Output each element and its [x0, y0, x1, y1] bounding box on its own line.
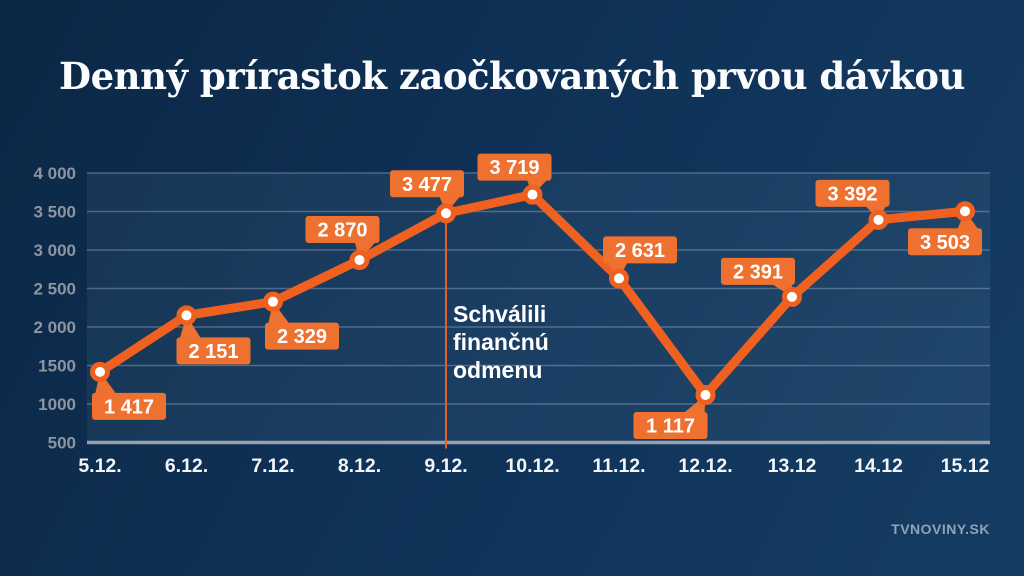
y-tick-label: 3 000	[33, 241, 76, 260]
y-tick-label: 1000	[38, 395, 76, 414]
x-tick-label: 7.12.	[251, 455, 294, 477]
x-tick-label: 14.12	[854, 455, 903, 477]
y-tick-label: 3 500	[33, 203, 76, 222]
annotation-text: finančnú	[453, 329, 549, 355]
value-label-text: 1 117	[646, 415, 695, 437]
value-label-text: 2 329	[277, 326, 327, 348]
value-label-box	[633, 411, 708, 439]
watermark: TVNOVINY.SK	[891, 521, 990, 537]
data-point-marker	[868, 209, 889, 230]
x-tick-label: 12.12.	[678, 455, 732, 477]
x-tick-label: 8.12.	[338, 455, 381, 477]
data-point-marker	[90, 361, 110, 382]
data-point-marker	[349, 250, 370, 271]
page-title: Denný prírastok zaočkovaných prvou dávko…	[59, 54, 965, 98]
value-label-text: 3 719	[489, 157, 539, 179]
data-point-marker	[609, 268, 629, 289]
value-label-box	[603, 236, 677, 264]
y-tick-label: 4 000	[33, 164, 76, 183]
data-point-marker	[695, 384, 716, 405]
value-label-text: 3 477	[402, 174, 452, 196]
x-tick-label: 15.12	[941, 455, 990, 477]
x-tick-label: 10.12.	[505, 455, 559, 477]
annotation-text: Schválili	[453, 301, 546, 327]
value-label-text: 1 417	[104, 396, 154, 418]
x-tick-label: 9.12.	[424, 455, 467, 477]
annotation-text: odmenu	[453, 357, 542, 383]
data-point-marker	[782, 286, 802, 307]
value-label-box	[477, 153, 552, 181]
value-label-text: 2 391	[733, 261, 783, 283]
x-tick-label: 11.12.	[592, 455, 645, 477]
y-tick-label: 2 500	[33, 280, 76, 299]
value-label-box	[721, 257, 795, 285]
value-label-text: 2 870	[317, 220, 367, 242]
x-tick-label: 6.12.	[165, 455, 208, 477]
value-label-box	[92, 392, 166, 420]
y-tick-label: 1500	[38, 357, 76, 376]
data-point-marker	[955, 201, 975, 222]
y-tick-label: 500	[48, 434, 76, 453]
value-label-box	[265, 322, 339, 350]
value-label-box	[815, 179, 890, 207]
y-tick-label: 2 000	[33, 318, 76, 337]
data-point-marker	[263, 291, 283, 312]
value-label-text: 3 392	[827, 183, 877, 205]
value-label-text: 2 631	[615, 240, 665, 262]
data-point-marker	[176, 305, 197, 326]
value-label-box	[305, 216, 380, 244]
value-label-box	[908, 228, 982, 256]
value-label-box	[390, 170, 464, 198]
data-point-marker	[436, 203, 456, 224]
value-label-box	[176, 337, 251, 365]
value-label-text: 3 503	[920, 232, 970, 254]
data-point-marker	[522, 184, 543, 205]
value-label-text: 2 151	[188, 341, 238, 363]
x-tick-label: 5.12.	[78, 455, 121, 477]
x-tick-label: 13.12	[768, 455, 817, 477]
